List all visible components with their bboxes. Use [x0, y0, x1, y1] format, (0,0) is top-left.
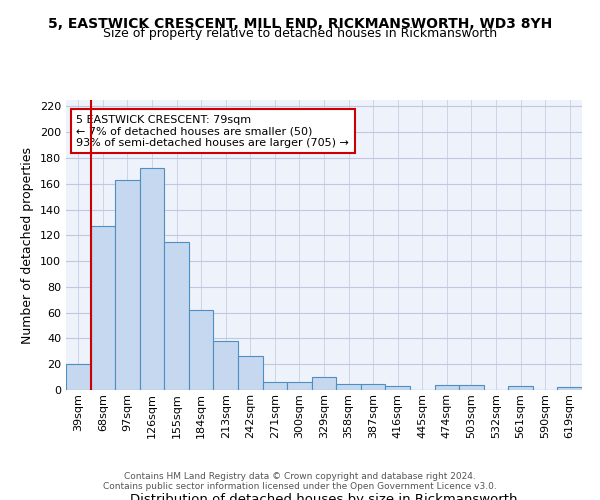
- Bar: [434, 385, 459, 390]
- Bar: [312, 377, 336, 390]
- Text: Contains HM Land Registry data © Crown copyright and database right 2024.: Contains HM Land Registry data © Crown c…: [124, 472, 476, 481]
- Bar: [115, 180, 140, 390]
- Bar: [66, 364, 91, 390]
- Y-axis label: Number of detached properties: Number of detached properties: [22, 146, 34, 344]
- Bar: [508, 386, 533, 390]
- X-axis label: Distribution of detached houses by size in Rickmansworth: Distribution of detached houses by size …: [130, 494, 518, 500]
- Bar: [91, 226, 115, 390]
- Bar: [214, 341, 238, 390]
- Bar: [385, 386, 410, 390]
- Text: 5, EASTWICK CRESCENT, MILL END, RICKMANSWORTH, WD3 8YH: 5, EASTWICK CRESCENT, MILL END, RICKMANS…: [48, 18, 552, 32]
- Text: Contains public sector information licensed under the Open Government Licence v3: Contains public sector information licen…: [103, 482, 497, 491]
- Bar: [189, 310, 214, 390]
- Text: 5 EASTWICK CRESCENT: 79sqm
← 7% of detached houses are smaller (50)
93% of semi-: 5 EASTWICK CRESCENT: 79sqm ← 7% of detac…: [76, 114, 349, 148]
- Bar: [557, 388, 582, 390]
- Bar: [336, 384, 361, 390]
- Text: Size of property relative to detached houses in Rickmansworth: Size of property relative to detached ho…: [103, 28, 497, 40]
- Bar: [459, 385, 484, 390]
- Bar: [140, 168, 164, 390]
- Bar: [238, 356, 263, 390]
- Bar: [263, 382, 287, 390]
- Bar: [164, 242, 189, 390]
- Bar: [287, 382, 312, 390]
- Bar: [361, 384, 385, 390]
